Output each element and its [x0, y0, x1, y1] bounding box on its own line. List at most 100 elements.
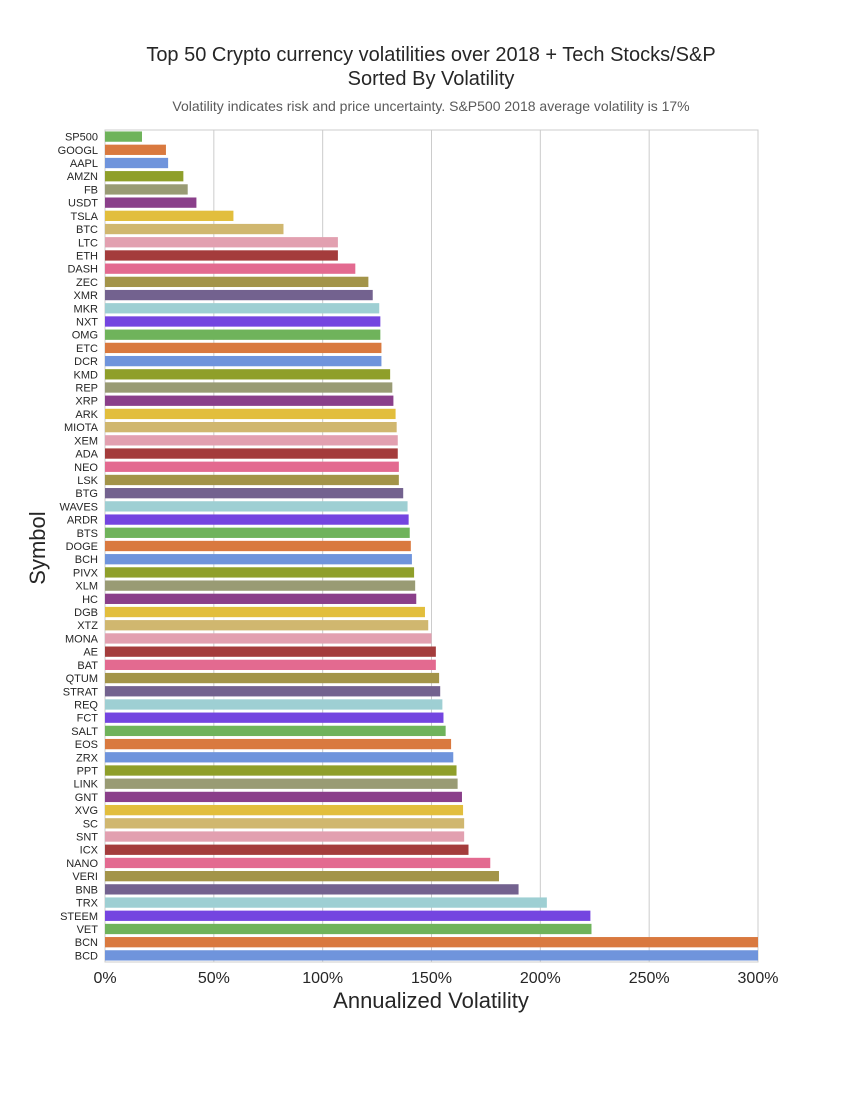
category-label: PIVX [73, 567, 99, 579]
bar-dash [105, 263, 356, 274]
category-label: AAPL [70, 158, 98, 170]
bar-sc [105, 818, 465, 829]
category-label: BCN [75, 937, 98, 949]
bar-bch [105, 554, 412, 565]
category-label: QTUM [66, 673, 98, 685]
bar-miota [105, 421, 397, 433]
bars [105, 131, 758, 961]
bar-kmd [105, 369, 391, 380]
bar-bts [105, 527, 410, 538]
bar-xtz [105, 620, 429, 631]
category-label: MIOTA [64, 422, 99, 434]
bar-bnb [105, 884, 519, 895]
category-label: STEEM [60, 911, 98, 923]
bar-strat [105, 686, 441, 697]
bar-icx [105, 844, 469, 855]
bar-fb [105, 184, 188, 195]
category-label: EOS [75, 739, 98, 751]
category-label: ETC [76, 343, 98, 355]
bar-nano [105, 857, 491, 869]
bar-rep [105, 382, 393, 393]
category-label: BNB [75, 884, 98, 896]
category-label: ARDR [67, 515, 98, 527]
bar-trx [105, 897, 547, 908]
category-label: BTG [75, 488, 98, 500]
bar-zrx [105, 752, 454, 763]
chart-title-line1: Top 50 Crypto currency volatilities over… [146, 44, 716, 66]
category-label: BCH [75, 554, 98, 566]
bar-link [105, 778, 458, 789]
bar-waves [105, 501, 408, 512]
bar-steem [105, 910, 591, 921]
bar-bcd [105, 950, 758, 961]
bar-mona [105, 633, 432, 644]
category-label: ADA [75, 449, 98, 461]
category-label: DASH [67, 264, 98, 276]
category-label: MKR [74, 303, 99, 315]
category-label: HC [82, 594, 98, 606]
category-label: STRAT [63, 686, 99, 698]
bar-xmr [105, 289, 373, 301]
category-label: GNT [75, 792, 99, 804]
category-label: BCD [75, 950, 98, 962]
bar-ltc [105, 237, 338, 248]
bar-btc [105, 223, 284, 235]
category-label: BAT [77, 660, 98, 672]
category-label: XEM [74, 435, 98, 447]
category-label: SALT [71, 726, 98, 738]
x-axis-title: Annualized Volatility [333, 988, 529, 1013]
category-label: BTS [77, 528, 98, 540]
bar-googl [105, 144, 166, 155]
bar-veri [105, 871, 499, 882]
category-label: BTC [76, 224, 98, 236]
y-axis-title: Symbol [25, 511, 50, 584]
category-label: ZEC [76, 277, 98, 289]
bar-bcn [105, 937, 758, 948]
category-label: DCR [74, 356, 98, 368]
bar-sp500 [105, 131, 143, 142]
category-label: AMZN [67, 171, 98, 183]
category-label: SNT [76, 832, 98, 844]
bar-hc [105, 593, 417, 604]
bar-amzn [105, 171, 184, 182]
category-label: TRX [76, 898, 99, 910]
x-tick-label: 250% [629, 970, 670, 987]
category-label: OMG [72, 330, 98, 342]
category-label: LINK [74, 779, 99, 791]
bar-ark [105, 408, 396, 420]
category-label: KMD [74, 369, 99, 381]
category-label: NXT [76, 316, 98, 328]
category-label: ETH [76, 250, 98, 262]
category-label: REP [75, 383, 98, 395]
category-label: XRP [75, 396, 98, 408]
bar-nxt [105, 316, 381, 327]
bar-ae [105, 646, 436, 657]
category-label: WAVES [59, 501, 98, 513]
bar-tsla [105, 210, 234, 221]
category-label: NEO [74, 462, 98, 474]
chart-subtitle: Volatility indicates risk and price unce… [172, 98, 690, 114]
bar-mkr [105, 303, 380, 314]
category-label: AE [83, 647, 98, 659]
x-tick-labels: 0% 50% 100% 150% 200% 250% 300% [93, 970, 778, 987]
bar-omg [105, 329, 381, 340]
category-label: FB [84, 184, 98, 196]
x-tick-label: 150% [411, 970, 452, 987]
bar-lsk [105, 474, 399, 486]
bar-req [105, 699, 443, 710]
bar-xlm [105, 580, 416, 591]
bar-zec [105, 276, 369, 288]
category-label: VET [77, 924, 99, 936]
category-label: LTC [78, 237, 98, 249]
category-label: XLM [75, 581, 98, 593]
bar-gnt [105, 791, 462, 803]
bar-xrp [105, 395, 394, 406]
bar-aapl [105, 157, 169, 169]
category-label: FCT [77, 713, 99, 725]
x-tick-label: 0% [93, 970, 116, 987]
x-tick-label: 100% [302, 970, 343, 987]
category-label: XMR [74, 290, 99, 302]
category-label: DGB [74, 607, 98, 619]
